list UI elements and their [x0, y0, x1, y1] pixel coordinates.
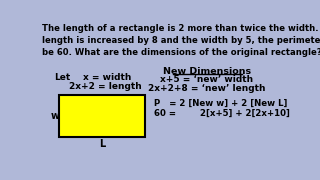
- Text: x+5 = ‘new’ width: x+5 = ‘new’ width: [160, 75, 253, 84]
- Text: New Dimensions: New Dimensions: [163, 67, 251, 76]
- Text: 2x+2+8 = ‘new’ length: 2x+2+8 = ‘new’ length: [148, 84, 265, 93]
- Text: The length of a rectangle is 2 more than twice the width. If the
length is incre: The length of a rectangle is 2 more than…: [42, 24, 320, 57]
- Text: L: L: [99, 139, 105, 149]
- Text: w: w: [51, 111, 60, 121]
- Bar: [60, 95, 145, 137]
- Text: x = width: x = width: [83, 73, 131, 82]
- Text: 2x+2 = length: 2x+2 = length: [69, 82, 141, 91]
- Text: P   = 2 [New w] + 2 [New L]: P = 2 [New w] + 2 [New L]: [154, 99, 287, 108]
- Text: 60 =        2[x+5] + 2[2x+10]: 60 = 2[x+5] + 2[2x+10]: [154, 109, 290, 118]
- Text: Let: Let: [54, 73, 70, 82]
